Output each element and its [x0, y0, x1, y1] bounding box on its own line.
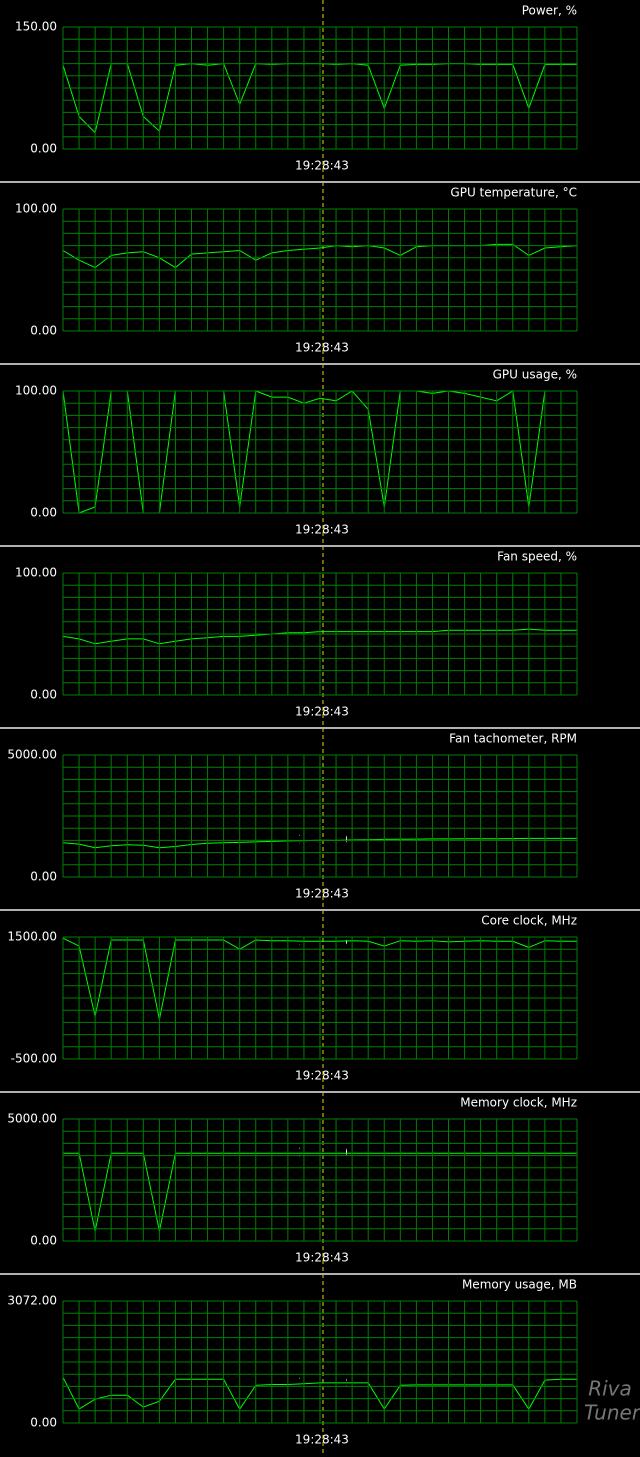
time-label: 19:28:43: [295, 341, 349, 355]
time-label: 19:28:43: [295, 1251, 349, 1265]
chart-title: Fan speed, %: [497, 550, 577, 564]
y-tick-label: 0.00: [30, 688, 57, 702]
y-tick-label: 5000.00: [7, 1112, 57, 1126]
separator: [0, 181, 640, 183]
time-label: 19:28:43: [295, 159, 349, 173]
chart-title: Fan tachometer, RPM: [449, 732, 577, 746]
separator: [0, 727, 640, 729]
y-tick-label: 0.00: [30, 1416, 57, 1430]
y-tick-label: 0.00: [30, 324, 57, 338]
chart-title: GPU usage, %: [493, 368, 577, 382]
time-label: 19:28:43: [295, 705, 349, 719]
y-tick-label: 3072.00: [7, 1294, 57, 1308]
y-tick-label: 100.00: [15, 202, 57, 216]
watermark: Tuner: [584, 1401, 640, 1425]
chart-title: Memory clock, MHz: [460, 1096, 577, 1110]
separator: [0, 1091, 640, 1093]
y-tick-label: 150.00: [15, 20, 57, 34]
y-tick-label: 0.00: [30, 142, 57, 156]
watermark: Riva: [588, 1377, 632, 1401]
y-tick-label: 1500.00: [7, 930, 57, 944]
y-tick-label: -500.00: [11, 1052, 57, 1066]
separator: [0, 363, 640, 365]
chart-title: Core clock, MHz: [481, 914, 577, 928]
chart-title: Power, %: [522, 4, 577, 18]
y-tick-label: 100.00: [15, 384, 57, 398]
y-tick-label: 5000.00: [7, 748, 57, 762]
y-tick-label: 0.00: [30, 870, 57, 884]
time-label: 19:28:43: [295, 887, 349, 901]
separator: [0, 545, 640, 547]
time-label: 19:28:43: [295, 1433, 349, 1447]
time-label: 19:28:43: [295, 523, 349, 537]
y-tick-label: 100.00: [15, 566, 57, 580]
chart-title: GPU temperature, °C: [450, 186, 577, 200]
y-tick-label: 0.00: [30, 1234, 57, 1248]
y-tick-label: 0.00: [30, 506, 57, 520]
separator: [0, 1273, 640, 1275]
time-label: 19:28:43: [295, 1069, 349, 1083]
chart-title: Memory usage, MB: [462, 1278, 577, 1292]
separator: [0, 909, 640, 911]
